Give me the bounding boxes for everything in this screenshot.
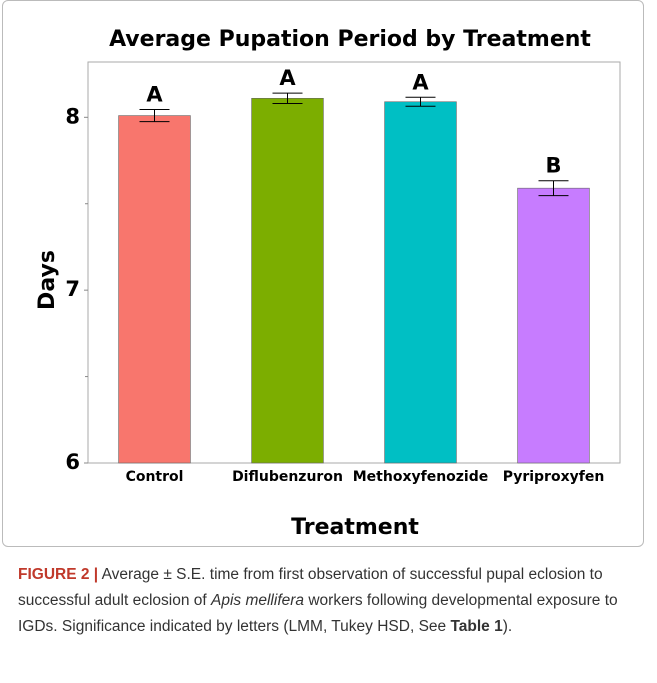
error-bar bbox=[139, 109, 170, 123]
caption-part: ). bbox=[502, 618, 513, 635]
figure-frame bbox=[2, 0, 644, 547]
y-tick-label: 8 bbox=[65, 104, 80, 128]
error-bar bbox=[272, 92, 303, 104]
caption-part: workers following developmental exposure… bbox=[18, 592, 618, 635]
plot-frame bbox=[87, 61, 621, 464]
significance-letter: B bbox=[545, 154, 561, 178]
bar bbox=[251, 97, 324, 464]
y-tick-label: 6 bbox=[65, 450, 80, 474]
chart: Average Pupation Period by Treatment Tre… bbox=[35, 27, 621, 540]
error-bar bbox=[405, 96, 436, 107]
significance-letter: A bbox=[412, 70, 429, 94]
y-axis-title: Days bbox=[35, 250, 60, 310]
chart-title: Average Pupation Period by Treatment bbox=[109, 27, 591, 52]
x-axis-title: Treatment bbox=[291, 515, 419, 540]
bar bbox=[384, 101, 457, 464]
caption-part: FIGURE 2 | bbox=[18, 566, 99, 583]
significance-letter: A bbox=[279, 66, 296, 90]
caption-part: Apis mellifera bbox=[211, 592, 305, 609]
x-tick-label: Control bbox=[126, 469, 184, 485]
bar bbox=[517, 187, 590, 464]
significance-letter: A bbox=[146, 83, 163, 107]
caption: FIGURE 2 | Average ± S.E. time from firs… bbox=[18, 562, 638, 640]
x-tick-label: Methoxyfenozide bbox=[353, 469, 489, 485]
caption-part: Table 1 bbox=[450, 618, 503, 635]
bar bbox=[118, 115, 191, 464]
x-tick-label: Diflubenzuron bbox=[232, 469, 343, 485]
caption-part: Average ± S.E. time from first observati… bbox=[18, 566, 603, 609]
x-tick-label: Pyriproxyfen bbox=[503, 469, 605, 485]
y-tick-label: 7 bbox=[65, 277, 80, 301]
error-bar bbox=[538, 180, 569, 197]
